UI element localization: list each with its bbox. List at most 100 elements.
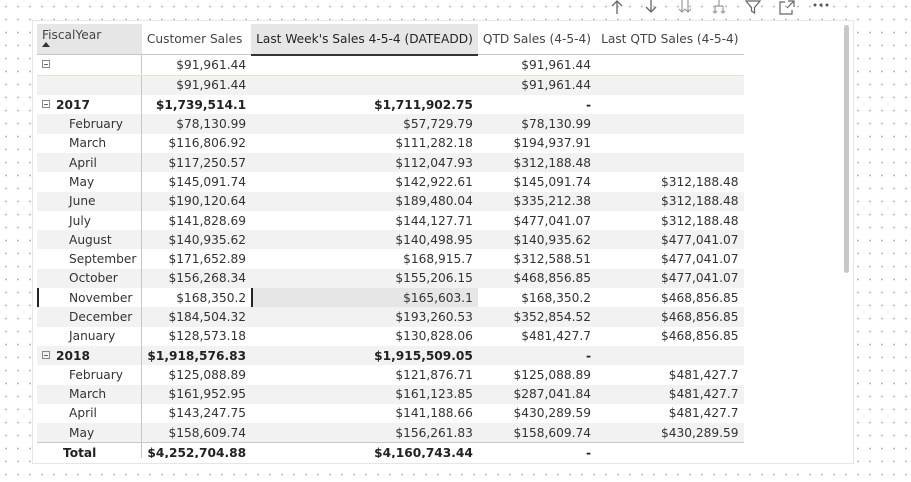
column-header-last-qtd-sales[interactable]: Last QTD Sales (4-5-4) — [596, 24, 744, 55]
row-header-cell[interactable]: November — [37, 288, 143, 308]
last-qtd-sales-cell[interactable]: $312,188.48 — [596, 191, 744, 211]
row-header-cell[interactable]: August — [37, 230, 143, 250]
last-weeks-sales-cell[interactable]: $142,922.61 — [395, 174, 473, 189]
last-weeks-sales-cell[interactable]: $121,876.71 — [395, 367, 473, 382]
table-row[interactable]: July $141,828.69 $144,127.71 $477,041.07 $31… — [37, 210, 744, 231]
table-row[interactable]: April $143,247.75 $141,188.66 $430,289.59 $4… — [37, 403, 744, 424]
table-row[interactable]: August $140,935.62 $140,498.95 $140,935.62 $… — [37, 230, 744, 250]
year-row[interactable]: 2017 $1,739,514.1 $1,711,902.75 - — [37, 95, 744, 115]
last-qtd-sales-cell[interactable] — [596, 75, 744, 96]
customer-sales-cell[interactable]: $143,247.75 — [168, 406, 247, 421]
row-header-cell[interactable]: July — [37, 210, 143, 231]
row-header-cell[interactable]: October — [37, 268, 143, 289]
expand-all-down-icon[interactable] — [674, 0, 696, 18]
last-qtd-sales-cell[interactable]: $477,041.07 — [596, 230, 744, 250]
qtd-sales-cell[interactable]: - — [586, 97, 592, 112]
last-qtd-sales-cell[interactable]: $481,427.7 — [668, 406, 739, 421]
qtd-sales-cell[interactable]: $287,041.84 — [477, 384, 597, 404]
vertical-scrollbar[interactable] — [844, 25, 849, 273]
matrix-visual[interactable]: FiscalYear Customer Sales Last Week's Sa… — [32, 20, 854, 464]
row-header-cell[interactable]: 2017 — [37, 95, 143, 115]
qtd-sales-cell[interactable]: $335,212.38 — [477, 191, 597, 211]
qtd-sales-cell[interactable]: $125,088.89 — [513, 367, 592, 382]
last-weeks-sales-cell[interactable] — [251, 54, 478, 76]
customer-sales-cell[interactable]: $158,609.74 — [141, 423, 252, 443]
table-row[interactable]: $91,961.44 $91,961.44 — [37, 75, 744, 96]
last-weeks-sales-cell[interactable]: $57,729.79 — [251, 114, 478, 134]
customer-sales-cell[interactable]: $4,252,704.88 — [141, 442, 252, 458]
qtd-sales-cell[interactable]: $468,856.85 — [477, 268, 597, 289]
row-header-cell[interactable]: April — [37, 403, 143, 424]
last-weeks-sales-cell[interactable]: $144,127.71 — [395, 213, 473, 228]
customer-sales-cell[interactable]: $117,250.57 — [141, 152, 252, 173]
customer-sales-cell[interactable]: $141,828.69 — [168, 213, 247, 228]
last-qtd-sales-cell[interactable]: $312,188.48 — [660, 213, 739, 228]
row-header-cell[interactable]: March — [37, 133, 143, 153]
last-qtd-sales-cell[interactable]: $481,427.7 — [596, 384, 744, 404]
filter-icon[interactable] — [742, 0, 764, 18]
row-header-cell[interactable]: May — [37, 172, 143, 192]
last-weeks-sales-cell[interactable]: $112,047.93 — [251, 152, 478, 173]
row-header-cell[interactable]: Total — [37, 442, 143, 458]
last-qtd-sales-cell[interactable]: $481,427.7 — [668, 367, 739, 382]
table-row[interactable]: September $171,652.89 $168,915.7 $312,588.5… — [37, 249, 744, 269]
customer-sales-cell[interactable]: $140,935.62 — [141, 230, 252, 250]
table-row[interactable]: April $117,250.57 $112,047.93 $312,188.48 — [37, 152, 744, 173]
row-header-cell[interactable]: September — [37, 249, 143, 269]
last-qtd-sales-cell[interactable] — [596, 442, 744, 458]
customer-sales-cell[interactable]: $116,806.92 — [168, 136, 247, 151]
qtd-sales-cell[interactable]: $91,961.44 — [477, 54, 597, 76]
column-header-last-weeks-sales[interactable]: Last Week's Sales 4-5-4 (DATEADD) — [251, 24, 478, 56]
table-row[interactable]: May $145,091.74 $142,922.61 $145,091.74 $312… — [37, 172, 744, 192]
focus-mode-icon[interactable] — [776, 0, 798, 18]
expand-next-level-icon[interactable] — [708, 0, 730, 18]
last-qtd-sales-cell[interactable]: $468,856.85 — [660, 290, 739, 305]
last-qtd-sales-cell[interactable]: $430,289.59 — [596, 423, 744, 443]
last-weeks-sales-cell[interactable]: $140,498.95 — [251, 230, 478, 250]
row-header-cell[interactable]: December — [37, 307, 143, 327]
last-weeks-sales-cell[interactable]: $1,711,902.75 — [374, 97, 473, 112]
customer-sales-cell[interactable]: $156,268.34 — [141, 268, 252, 289]
table-row[interactable]: December $184,504.32 $193,260.53 $352,854.5… — [37, 307, 744, 327]
row-header-cell[interactable]: April — [37, 152, 143, 173]
more-options-icon[interactable] — [810, 0, 832, 18]
row-header-cell[interactable]: January — [37, 326, 143, 346]
table-row[interactable]: June $190,120.64 $189,480.04 $335,212.38 $31… — [37, 191, 744, 211]
qtd-sales-cell[interactable]: $194,937.91 — [513, 136, 592, 151]
customer-sales-cell[interactable]: $78,130.99 — [141, 114, 252, 134]
table-row[interactable]: November $168,350.2 $165,603.1 $168,350.2 $4… — [37, 288, 744, 308]
year-row[interactable]: 2018 $1,918,576.83 $1,915,509.05- — [37, 345, 744, 366]
qtd-sales-cell[interactable]: $145,091.74 — [513, 174, 592, 189]
qtd-sales-cell[interactable]: $78,130.99 — [477, 114, 597, 134]
last-weeks-sales-cell[interactable]: $168,915.7 — [403, 252, 473, 267]
last-weeks-sales-cell[interactable]: $141,188.66 — [395, 406, 473, 421]
table-row[interactable]: February $78,130.99 $57,729.79 $78,130.99 — [37, 114, 744, 134]
row-header-cell[interactable]: 2018 — [37, 345, 143, 366]
qtd-sales-cell[interactable]: $140,935.62 — [477, 230, 597, 250]
last-qtd-sales-cell[interactable]: $477,041.07 — [660, 252, 739, 267]
customer-sales-cell[interactable]: $91,961.44 — [141, 54, 252, 76]
last-qtd-sales-cell[interactable] — [596, 152, 744, 173]
customer-sales-cell[interactable]: $125,088.89 — [168, 367, 247, 382]
last-weeks-sales-cell[interactable]: $193,260.53 — [251, 307, 478, 327]
table-row[interactable]: March $116,806.92 $111,282.18 $194,937.91 — [37, 133, 744, 153]
qtd-sales-cell[interactable]: $477,041.07 — [513, 213, 592, 228]
last-qtd-sales-cell[interactable] — [596, 54, 744, 76]
qtd-sales-cell[interactable]: $168,350.2 — [521, 290, 592, 305]
customer-sales-cell[interactable]: $168,350.2 — [176, 290, 247, 305]
customer-sales-cell[interactable]: $171,652.89 — [168, 252, 247, 267]
last-weeks-sales-cell[interactable]: $165,603.1 — [251, 288, 478, 308]
qtd-sales-cell[interactable]: $158,609.74 — [477, 423, 597, 443]
last-qtd-sales-cell[interactable]: $312,188.48 — [660, 174, 739, 189]
last-qtd-sales-cell[interactable]: $468,856.85 — [660, 329, 739, 344]
row-header-cell[interactable]: February — [37, 365, 143, 385]
last-qtd-sales-cell[interactable] — [596, 134, 743, 153]
customer-sales-cell[interactable]: $91,961.44 — [141, 75, 252, 96]
column-header-qtd-sales[interactable]: QTD Sales (4-5-4) — [477, 24, 597, 55]
collapse-icon[interactable] — [42, 60, 50, 69]
table-row[interactable]: October $156,268.34 $155,206.15 $468,856.85… — [37, 268, 744, 289]
last-qtd-sales-cell[interactable] — [596, 95, 743, 114]
last-qtd-sales-cell[interactable] — [596, 114, 744, 134]
row-header-cell[interactable]: March — [37, 384, 143, 404]
last-weeks-sales-cell[interactable]: $155,206.15 — [251, 268, 478, 289]
